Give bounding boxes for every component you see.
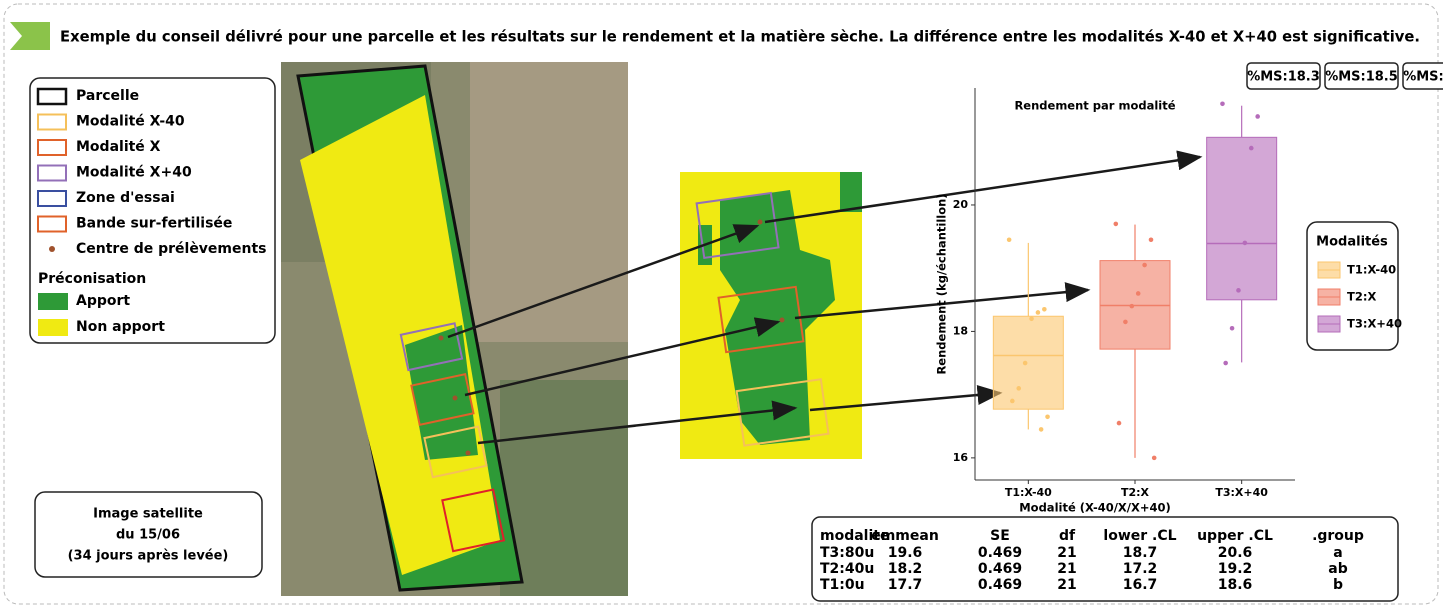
table-cell: ab [1328,561,1347,577]
legend-label: Zone d'essai [76,190,175,206]
sample-point [1039,427,1044,432]
sample-point [1114,222,1119,227]
box [993,316,1063,409]
legend-section: Préconisation [38,271,146,287]
table-cell: T2:40u [820,561,874,577]
caption-line: du 15/06 [116,528,180,543]
sample-point [1042,307,1047,312]
legend-title: Modalités [1316,235,1388,250]
table-cell: T1:0u [820,577,865,593]
table-cell: 21 [1057,577,1076,593]
sample-point [1149,237,1154,242]
title-flag [10,22,50,50]
table-cell: upper .CL [1197,528,1273,544]
box [1207,137,1277,299]
y-tick-label: 20 [953,198,969,211]
x-tick-label: T3:X+40 [1215,486,1268,499]
legend-label: Non apport [76,319,165,335]
chart-title: Rendement par modalité [1014,99,1175,113]
legend-label: Apport [76,293,130,309]
sample-point [1249,146,1254,151]
table-cell: T3:80u [820,545,874,561]
table-cell: 0.469 [978,561,1022,577]
table-cell: a [1333,545,1342,561]
sample-point [1007,237,1012,242]
legend-label: T1:X-40 [1347,263,1396,277]
legend-label: Modalité X [76,139,161,155]
figure: Exemple du conseil délivré pour une parc… [0,0,1443,610]
table-cell: 20.6 [1218,545,1253,561]
legend-swatch [38,319,68,336]
table-cell: 18.2 [888,561,923,577]
legend-label: Centre de prélèvements [76,241,267,257]
table-cell: 0.469 [978,545,1022,561]
title: Exemple du conseil délivré pour une parc… [60,28,1420,46]
table-cell: 18.7 [1123,545,1158,561]
sample-point [1130,304,1135,309]
sample-point [1010,399,1015,404]
sample-point [1036,310,1041,315]
table-cell: 21 [1057,545,1076,561]
table-cell: 19.2 [1218,561,1253,577]
sample-point [1255,114,1260,119]
sample-point [1152,456,1157,461]
sample-point [1023,361,1028,366]
table-cell: emmean [871,528,939,544]
sample-point [1136,291,1141,296]
sample-point [1029,316,1034,321]
table-cell: 0.469 [978,577,1022,593]
legend-swatch [38,293,68,310]
y-tick-label: 18 [953,324,968,337]
sample-point [1016,386,1021,391]
legend-label: Parcelle [76,88,139,104]
table-cell: 18.6 [1218,577,1253,593]
table-cell: 16.7 [1123,577,1158,593]
boxplot: %MS:18.3 %MS:18.5 %MS:17.5 Rendement par mo… [935,63,1443,515]
ms-label: %MS:18.5 [1325,70,1398,85]
legend-label: T3:X+40 [1347,317,1402,331]
legend-swatch [49,246,55,252]
table-cell: SE [990,528,1010,544]
caption-line: Image satellite [93,507,203,522]
sample-point [1230,326,1235,331]
sample-point [1117,421,1122,426]
table-cell: .group [1312,528,1364,544]
sample-point [1220,102,1225,107]
sample-point [1223,361,1228,366]
zoom-map [680,172,862,459]
x-tick-label: T2:X [1121,486,1150,499]
x-axis-label: Modalité (X-40/X/X+40) [1019,501,1171,515]
y-tick-label: 16 [953,451,969,464]
ms-label: %MS:17.5 [1403,70,1443,85]
table-cell: 19.6 [888,545,923,561]
sample-point [1243,241,1248,246]
table-cell: b [1333,577,1343,593]
table-cell: 21 [1057,561,1076,577]
sample-point [1142,263,1147,268]
legend-label: T2:X [1347,290,1376,304]
sample-point [1236,288,1241,293]
sample-point [1045,414,1050,419]
caption-line: (34 jours après levée) [68,549,229,564]
x-tick-label: T1:X-40 [1005,486,1052,499]
y-axis-label: Rendement (kg/échantillon) [935,193,949,374]
satellite-map [281,62,628,596]
table-cell: lower .CL [1103,528,1176,544]
table-cell: df [1059,528,1076,544]
ms-label: %MS:18.3 [1247,70,1320,85]
legend-label: Modalité X+40 [76,165,192,181]
legend-label: Modalité X-40 [76,114,185,130]
table-cell: 17.7 [888,577,923,593]
sample-point [1123,320,1128,325]
legend-label: Bande sur-fertilisée [76,216,232,232]
table-cell: 17.2 [1123,561,1158,577]
